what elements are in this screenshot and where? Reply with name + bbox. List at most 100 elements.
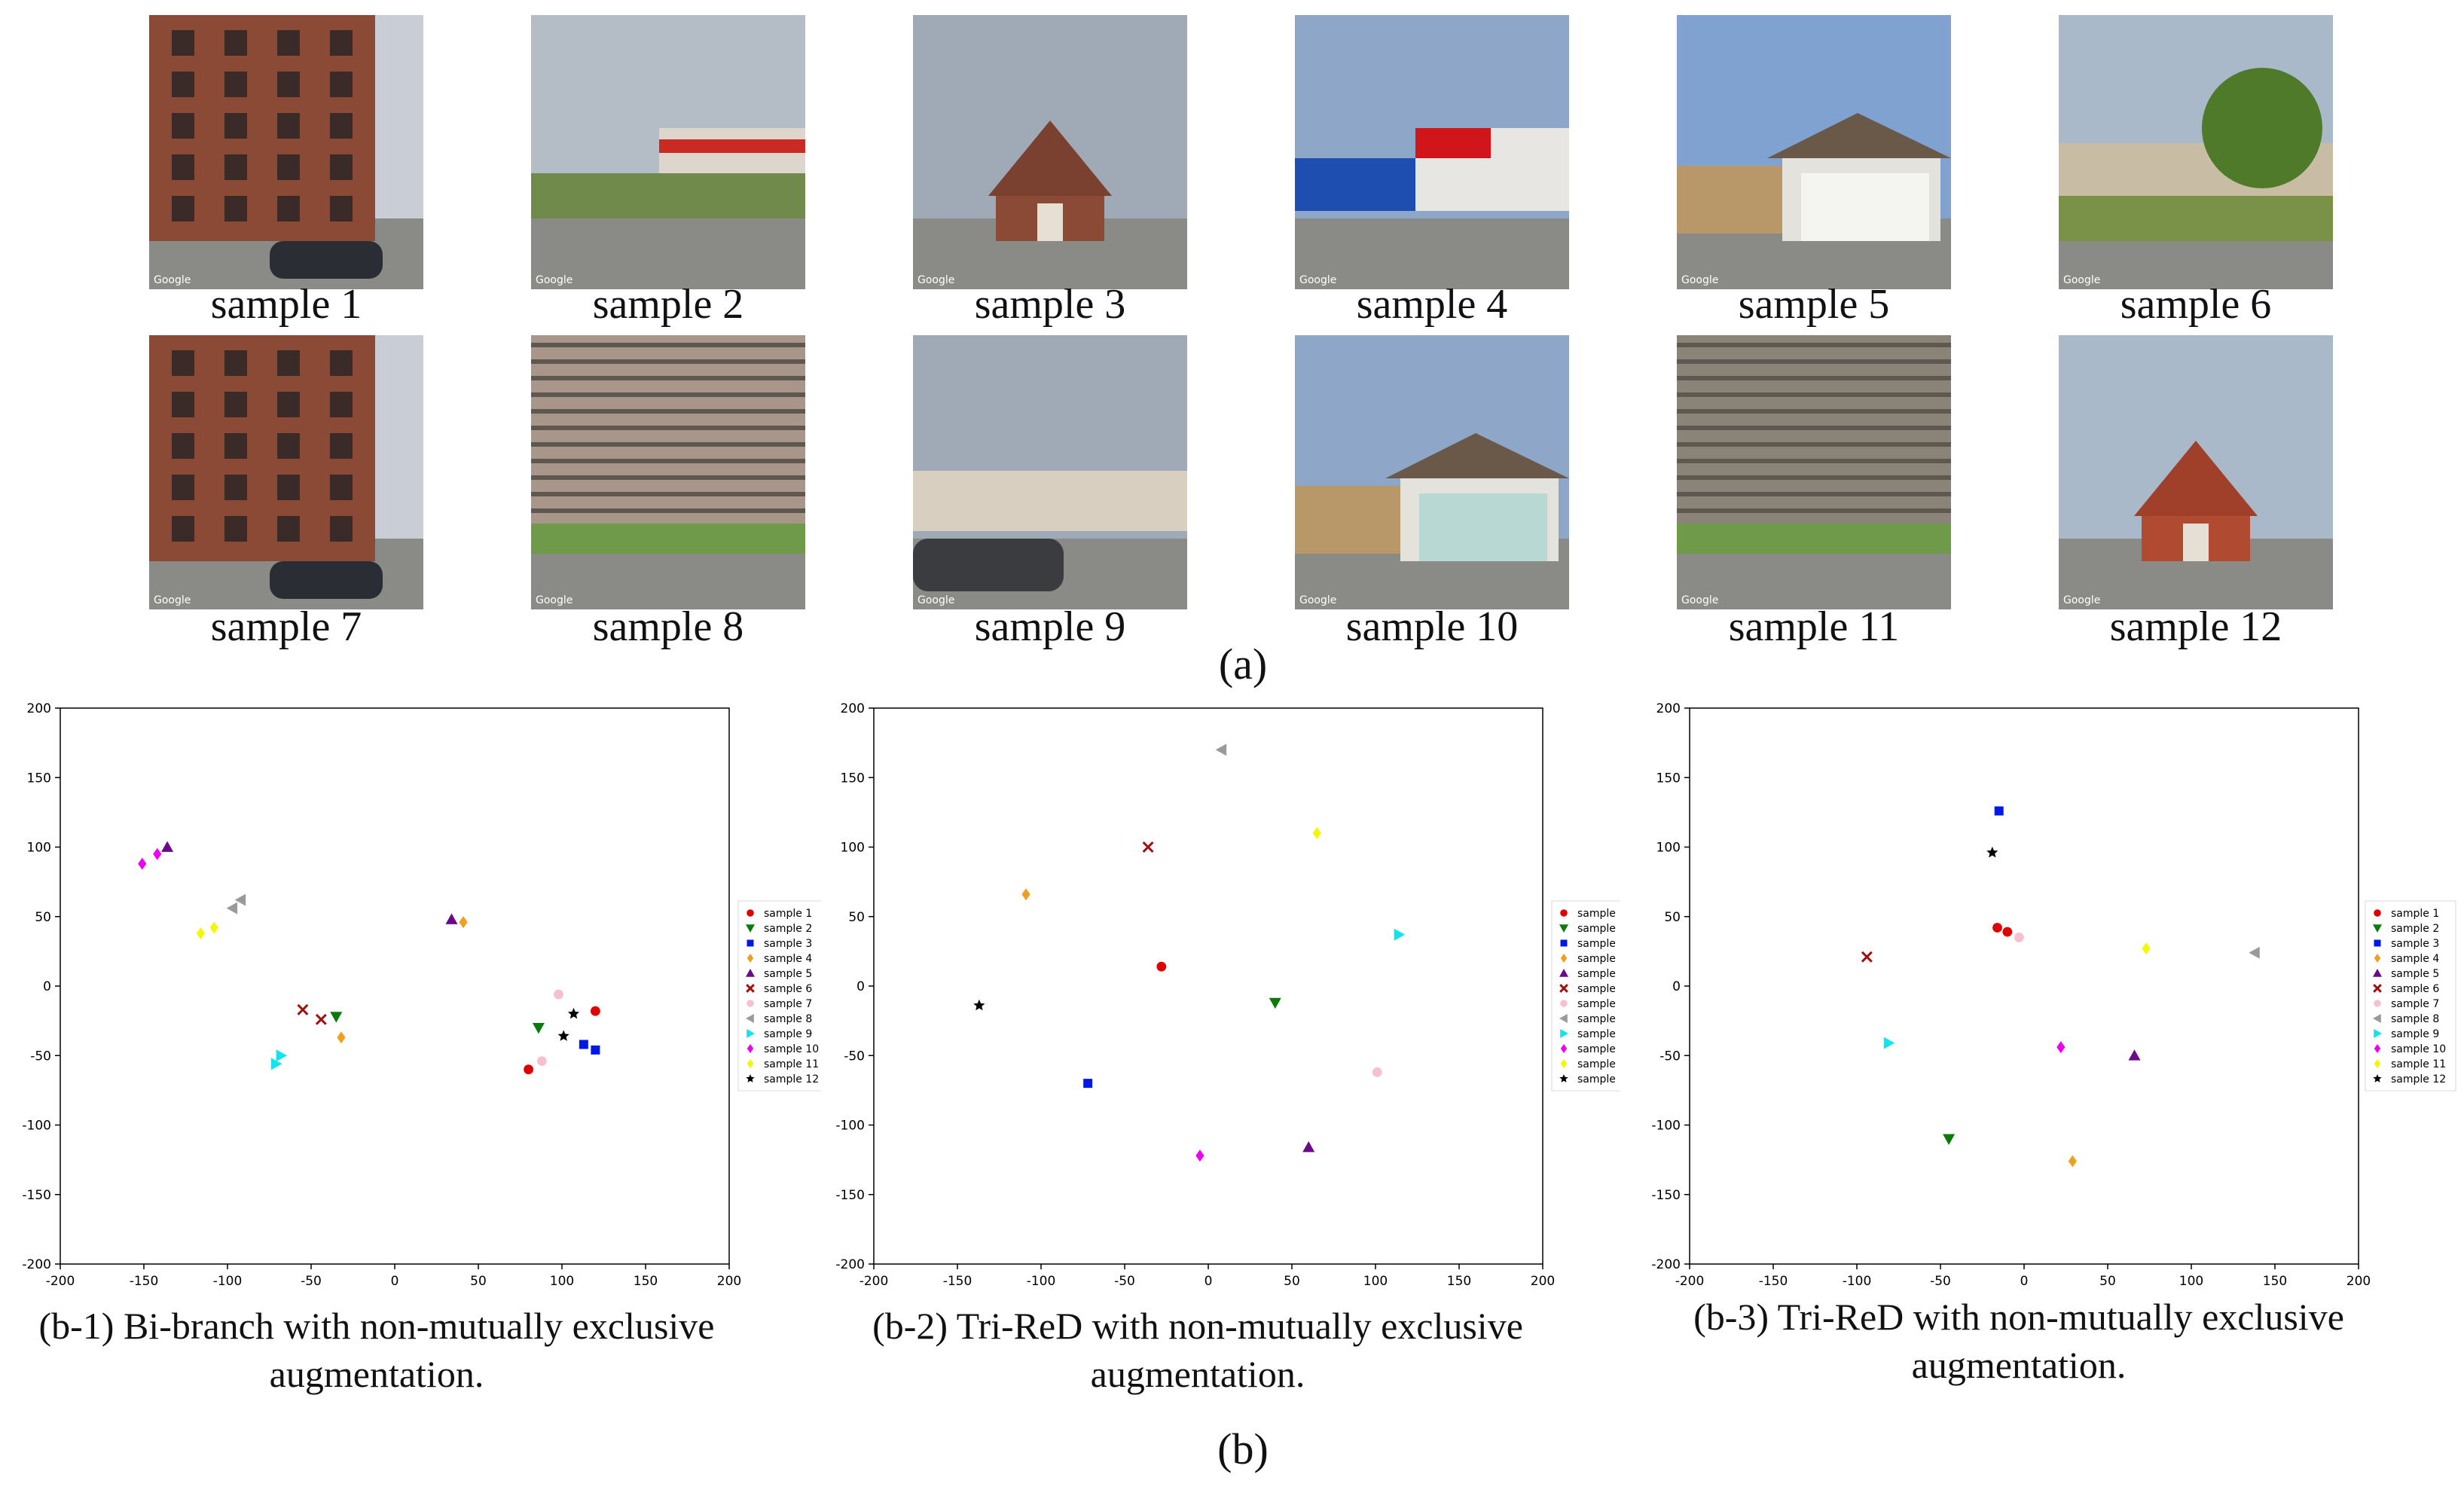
legend: sample 1 sample 2 sample 3 sample 4 sample 5… <box>2365 900 2456 1092</box>
legend-label: sample 7 <box>764 998 812 1010</box>
photo-caption: sample 6 <box>2120 281 2272 328</box>
data-point <box>536 1056 547 1067</box>
legend-marker <box>746 969 755 977</box>
street-photo: Google <box>149 335 423 609</box>
data-point <box>276 1049 288 1062</box>
svg-text:Google: Google <box>1299 594 1336 606</box>
y-tick-label: 200 <box>1656 701 1681 716</box>
y-tick-label: -50 <box>1659 1049 1681 1064</box>
x-tick-label: 200 <box>717 1274 741 1289</box>
legend-marker <box>2373 1014 2381 1023</box>
legend-marker <box>1560 909 1568 917</box>
data-point <box>459 916 468 929</box>
data-point <box>270 1058 282 1070</box>
x-tick-label: -200 <box>859 1274 889 1289</box>
data-point <box>2056 1041 2066 1054</box>
data-point <box>2068 1155 2077 1168</box>
legend-label: sample 7 <box>2391 998 2439 1010</box>
y-tick-label: 100 <box>1656 841 1681 856</box>
legend-marker <box>747 1000 754 1007</box>
street-photo: Google <box>1677 15 1951 289</box>
legend: sample 1 sample 2 sample 3 sample 4 sample 5… <box>1551 900 1620 1092</box>
legend: sample 1 sample 2 sample 3 sample 4 sample 5… <box>737 900 821 1092</box>
y-tick-label: -200 <box>22 1257 51 1272</box>
data-point <box>226 902 238 914</box>
legend-label: sample 11 <box>764 1058 819 1070</box>
legend-marker <box>1560 939 1568 947</box>
subcaption-b3-line2: augmentation. <box>1911 1344 2127 1386</box>
legend-label: sample 2 <box>2391 923 2439 935</box>
data-point <box>315 1013 327 1025</box>
subcaption-b2: (b-2) Tri-ReD with non-mutually exclusiv… <box>821 1302 1574 1398</box>
scatter-plot-b1: -200 -150 -100 -50 0 50 100 150 200 -200 -150 -100 -… <box>22 701 821 1289</box>
data-point <box>161 841 174 852</box>
data-point <box>445 913 458 924</box>
x-tick-label: 150 <box>2263 1274 2287 1289</box>
x-tick-label: -100 <box>1027 1274 1056 1289</box>
subcaption-b2-line2: augmentation. <box>1090 1353 1305 1395</box>
street-photo: Google <box>1677 335 1951 609</box>
data-point <box>1986 846 1998 858</box>
street-photo: Google <box>531 335 805 609</box>
photo-caption: sample 11 <box>1728 603 1900 650</box>
y-tick-label: 100 <box>841 841 865 856</box>
scatter-plot-b3: -200 -150 -100 -50 0 50 100 150 200 -200 -150 -100 -… <box>1651 701 2456 1289</box>
legend-label: sample 8 <box>2391 1013 2439 1025</box>
data-point <box>1083 1079 1093 1089</box>
legend-marker <box>2374 1000 2381 1007</box>
legend-marker <box>746 1014 754 1023</box>
legend-marker <box>747 909 754 917</box>
subcaption-b3-line1: (b-3) Tri-ReD with non-mutually exclusiv… <box>1693 1296 2344 1338</box>
legend-label: sample 6 <box>1577 983 1620 995</box>
x-tick-label: 0 <box>2020 1274 2029 1289</box>
svg-text:Google: Google <box>918 274 954 286</box>
y-tick-label: -50 <box>30 1049 51 1064</box>
data-point <box>1156 961 1167 972</box>
x-tick-label: 100 <box>1363 1274 1388 1289</box>
y-tick-label: 200 <box>27 701 51 716</box>
legend-label: sample 12 <box>764 1073 819 1085</box>
y-tick-label: -100 <box>835 1119 865 1134</box>
street-photo: Google <box>531 15 805 289</box>
street-photo: Google <box>913 335 1187 609</box>
data-point <box>1992 923 2002 933</box>
legend-label: sample 11 <box>2391 1058 2446 1070</box>
y-tick-label: -100 <box>1651 1119 1681 1134</box>
x-tick-label: -150 <box>943 1274 972 1289</box>
svg-text:Google: Google <box>536 594 572 606</box>
legend-label: sample 11 <box>1577 1058 1620 1070</box>
data-point <box>557 1030 569 1041</box>
legend-marker <box>1559 1014 1568 1023</box>
x-tick-label: -150 <box>1759 1274 1788 1289</box>
scatter-plot-b2: -200 -150 -100 -50 0 50 100 150 200 -200 -150 -100 -… <box>835 701 1620 1289</box>
street-photo: Google <box>1295 335 1569 609</box>
part-label-a: (a) <box>1218 640 1268 689</box>
legend-label: sample 12 <box>1577 1073 1620 1085</box>
legend-label: sample 9 <box>2391 1028 2439 1040</box>
photo-caption: sample 2 <box>592 281 744 328</box>
data-point <box>1021 888 1030 901</box>
subcaption-b1-line1: (b-1) Bi-branch with non-mutually exclus… <box>38 1305 715 1347</box>
street-photo: Google <box>913 15 1187 289</box>
svg-text:Google: Google <box>154 274 191 286</box>
legend-label: sample 6 <box>2391 983 2439 995</box>
street-photo: Google <box>1295 15 1569 289</box>
legend-label: sample 5 <box>2391 968 2439 980</box>
x-tick-label: 50 <box>2099 1274 2116 1289</box>
photo-caption: sample 12 <box>2109 603 2282 650</box>
subcaption-b2-line1: (b-2) Tri-ReD with non-mutually exclusiv… <box>872 1305 1523 1347</box>
y-tick-label: 50 <box>35 910 51 925</box>
legend-label: sample 2 <box>1577 923 1620 935</box>
data-point <box>209 921 218 934</box>
legend-label: sample 1 <box>764 908 812 920</box>
data-point <box>138 857 147 870</box>
data-point <box>2142 942 2151 955</box>
data-point <box>591 1006 600 1016</box>
data-point <box>2249 946 2260 959</box>
legend-label: sample 2 <box>764 923 812 935</box>
legend-marker <box>2373 969 2382 977</box>
svg-text:Google: Google <box>2063 594 2100 606</box>
data-point <box>1943 1134 1956 1145</box>
x-tick-label: -50 <box>301 1274 322 1289</box>
x-tick-label: -50 <box>1114 1274 1135 1289</box>
